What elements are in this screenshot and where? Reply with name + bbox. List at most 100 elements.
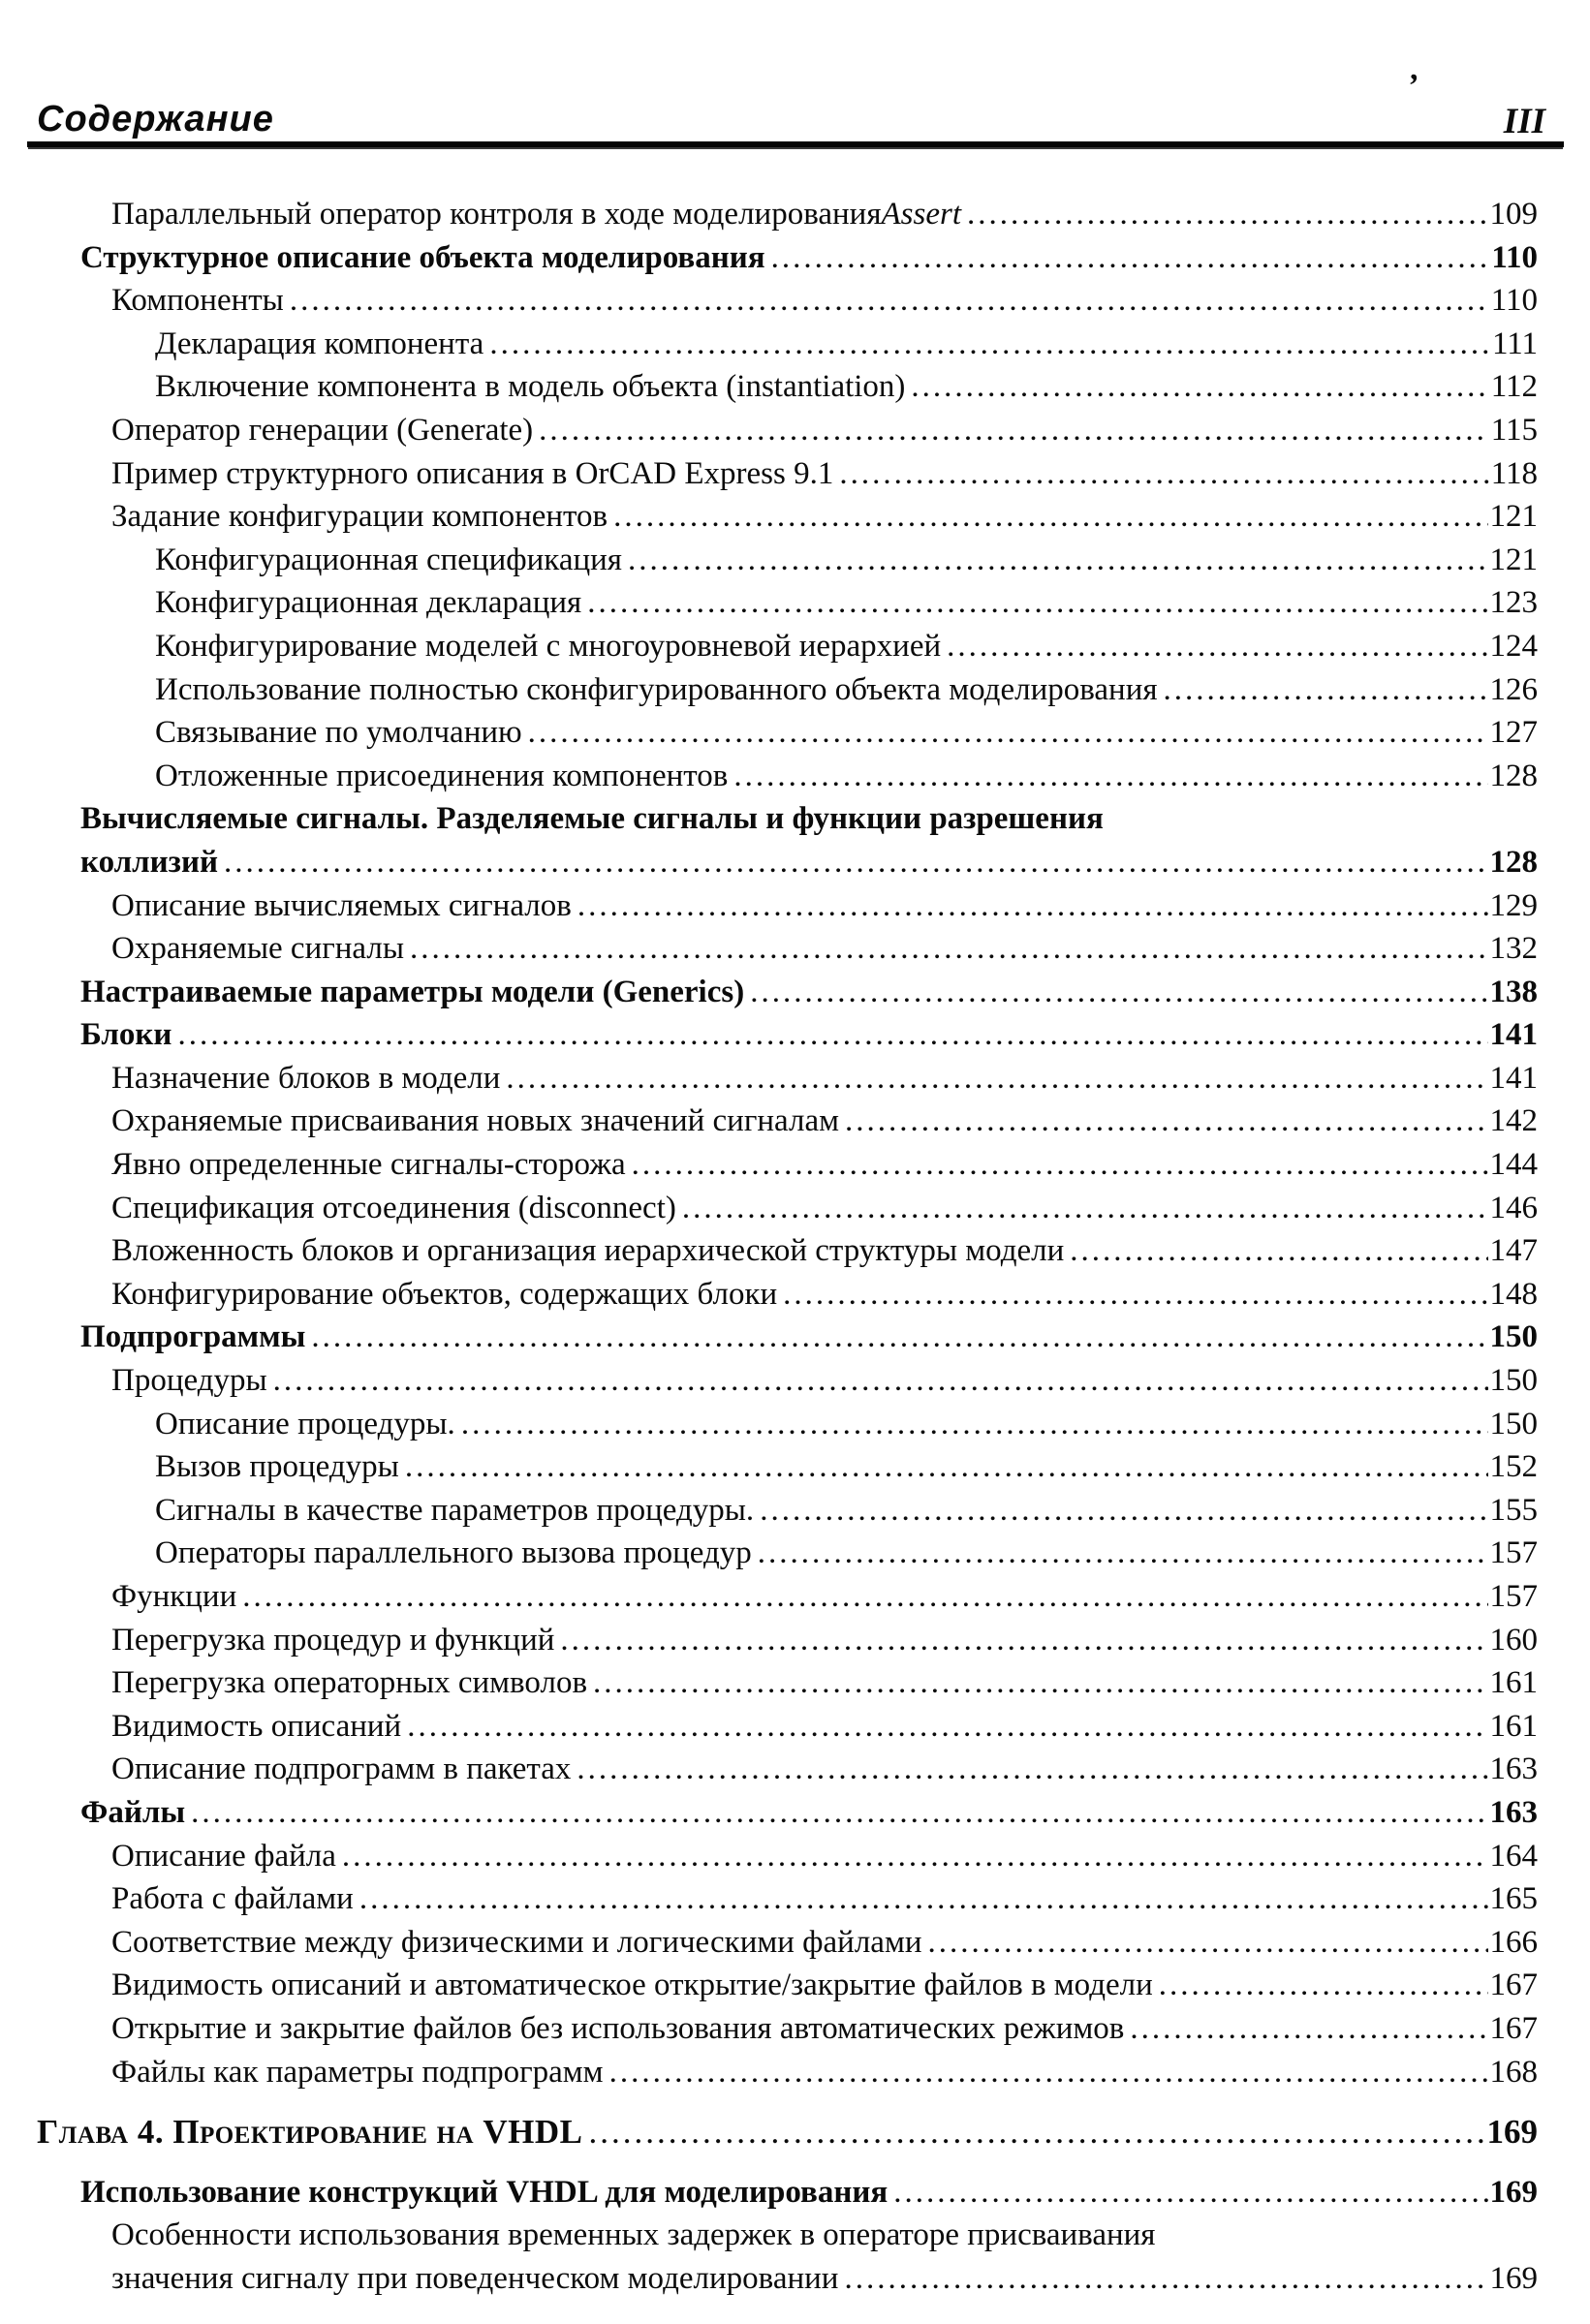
toc-entry-page: 163 xyxy=(1489,1794,1539,1830)
toc-entry-page: 123 xyxy=(1489,585,1539,621)
toc-leader-dots xyxy=(539,409,1489,452)
toc-entry: Описание файла 164 xyxy=(0,1835,1590,1878)
toc-entry: Подпрограммы 150 xyxy=(0,1316,1590,1359)
toc-leader-dots xyxy=(947,625,1487,668)
toc-entry-page: 167 xyxy=(1489,1968,1539,2003)
toc-entry: Файлы как параметры подпрограмм 168 xyxy=(0,2051,1590,2094)
toc-leader-dots xyxy=(783,1273,1487,1317)
toc-entry: Охраняемые сигналы 132 xyxy=(0,927,1590,971)
toc-entry-page: 169 xyxy=(1489,2174,1539,2210)
toc-entry-page: 150 xyxy=(1489,1363,1539,1399)
toc-entry-title: Декларация компонента xyxy=(155,325,484,361)
toc-entry-page: 146 xyxy=(1489,1190,1539,1225)
toc-entry-page: 169 xyxy=(1486,2113,1539,2152)
toc-entry-page: 148 xyxy=(1489,1276,1539,1312)
toc-entry: Описание вычисляемых сигналов 129 xyxy=(0,884,1590,928)
toc-leader-dots xyxy=(489,323,1490,366)
toc-entry: Вызов процедуры 152 xyxy=(0,1445,1590,1489)
toc-leader-dots xyxy=(560,1619,1487,1662)
toc-entry-title: Настраиваемые параметры модели (Generics… xyxy=(80,974,745,1009)
toc-entry: Блоки 141 xyxy=(0,1013,1590,1057)
toc-leader-dots xyxy=(410,927,1488,971)
toc-entry: Видимость описаний 161 xyxy=(0,1705,1590,1749)
toc-leader-dots xyxy=(632,1143,1488,1187)
toc-entry: Перегрузка процедур и функций 160 xyxy=(0,1619,1590,1662)
toc-leader-dots xyxy=(342,1835,1488,1878)
toc-entry-title: Функции xyxy=(111,1579,237,1614)
toc-leader-dots xyxy=(893,2171,1487,2215)
toc-entry-page: 160 xyxy=(1489,1622,1539,1658)
toc-entry-title: Процедуры xyxy=(111,1363,267,1399)
toc-entry-title: Подпрограммы xyxy=(80,1319,306,1355)
running-header-page-number: III xyxy=(1503,102,1545,141)
toc: Параллельный оператор контроля в ходе мо… xyxy=(0,193,1590,2301)
toc-entry: Конфигурирование моделей с многоуровнево… xyxy=(0,625,1590,668)
toc-entry-page: 150 xyxy=(1489,1406,1539,1441)
toc-leader-dots xyxy=(613,495,1487,539)
toc-entry-page: 115 xyxy=(1490,412,1538,448)
toc-entry-page: 110 xyxy=(1490,283,1538,319)
toc-leader-dots xyxy=(750,971,1487,1014)
scan-artifact-apostrophe: ’ xyxy=(1407,68,1419,104)
toc-leader-dots xyxy=(407,1705,1487,1749)
toc-entry-title: Описание подпрограмм в пакетах xyxy=(111,1751,572,1787)
toc-entry: Включение компонента в модель объекта (i… xyxy=(0,365,1590,409)
toc-entry-page: 155 xyxy=(1489,1492,1539,1528)
toc-entry-title: Параллельный оператор контроля в ходе мо… xyxy=(111,197,882,232)
toc-leader-dots xyxy=(405,1445,1488,1489)
toc-entry: Использование конструкций VHDL для модел… xyxy=(0,2171,1590,2215)
toc-leader-dots xyxy=(311,1316,1487,1359)
toc-entry-title: коллизий xyxy=(80,844,218,880)
toc-leader-dots xyxy=(273,1359,1488,1403)
toc-leader-dots xyxy=(506,1057,1487,1100)
toc-entry-title: Перегрузка операторных символов xyxy=(111,1665,588,1701)
toc-entry-page: 118 xyxy=(1490,455,1538,491)
toc-leader-dots xyxy=(290,279,1489,323)
toc-entry: Описание подпрограмм в пакетах 163 xyxy=(0,1748,1590,1791)
toc-entry-title: Вызов процедуры xyxy=(155,1449,399,1485)
toc-entry-page: 147 xyxy=(1489,1233,1539,1269)
toc-entry: Вычисляемые сигналы. Разделяемые сигналы… xyxy=(0,797,1590,841)
toc-leader-dots xyxy=(758,1532,1488,1575)
toc-entry-title: Сигналы в качестве параметров процедуры. xyxy=(155,1492,755,1528)
toc-entry: Конфигурационная спецификация 121 xyxy=(0,539,1590,582)
toc-entry-page: 141 xyxy=(1489,1017,1539,1053)
toc-leader-dots xyxy=(577,1748,1487,1791)
toc-entry-title: Охраняемые сигналы xyxy=(111,931,404,967)
toc-entry-page: 168 xyxy=(1489,2054,1539,2090)
toc-leader-dots xyxy=(760,1489,1487,1533)
toc-leader-dots xyxy=(845,1100,1488,1143)
toc-entry-title: Описание процедуры. xyxy=(155,1406,455,1441)
toc-entry: Сигналы в качестве параметров процедуры.… xyxy=(0,1489,1590,1533)
toc-leader-dots xyxy=(733,755,1487,798)
toc-entry-page: 157 xyxy=(1489,1579,1539,1614)
toc-entry-page: 128 xyxy=(1489,844,1539,880)
toc-leader-dots xyxy=(911,365,1488,409)
toc-leader-dots xyxy=(528,711,1488,755)
toc-entry: Открытие и закрытие файлов без использов… xyxy=(0,2007,1590,2051)
toc-entry-title: Файлы как параметры подпрограмм xyxy=(111,2054,604,2090)
toc-entry-page: 165 xyxy=(1489,1881,1539,1917)
toc-entry-page: 121 xyxy=(1489,499,1539,535)
toc-leader-dots xyxy=(1164,668,1488,712)
toc-entry: Декларация компонента 111 xyxy=(0,323,1590,366)
toc-entry: Операторы параллельного вызова процедур … xyxy=(0,1532,1590,1575)
toc-leader-dots xyxy=(928,1921,1488,1965)
toc-leader-dots xyxy=(1070,1229,1487,1273)
toc-entry-page: 152 xyxy=(1489,1449,1539,1485)
toc-entry-title: Особенности использования временных заде… xyxy=(111,2217,1156,2253)
toc-entry-title: Назначение блоков в модели xyxy=(111,1060,501,1096)
toc-entry-page: 127 xyxy=(1489,715,1539,751)
toc-entry-page: 169 xyxy=(1489,2260,1539,2296)
toc-entry-title: Конфигурирование моделей с многоуровнево… xyxy=(155,628,942,664)
toc-entry-title: Использование полностью сконфигурированн… xyxy=(155,671,1158,707)
toc-entry: Вложенность блоков и организация иерархи… xyxy=(0,1229,1590,1273)
toc-entry: Отложенные присоединения компонентов 128 xyxy=(0,755,1590,798)
toc-entry: Описание процедуры. 150 xyxy=(0,1403,1590,1446)
toc-entry-page: 141 xyxy=(1489,1060,1539,1096)
toc-leader-dots xyxy=(1130,2007,1487,2051)
toc-leader-dots xyxy=(242,1575,1487,1619)
toc-entry-page: 167 xyxy=(1489,2010,1539,2046)
toc-leader-dots xyxy=(628,539,1488,582)
toc-entry-title: Описание файла xyxy=(111,1838,336,1874)
